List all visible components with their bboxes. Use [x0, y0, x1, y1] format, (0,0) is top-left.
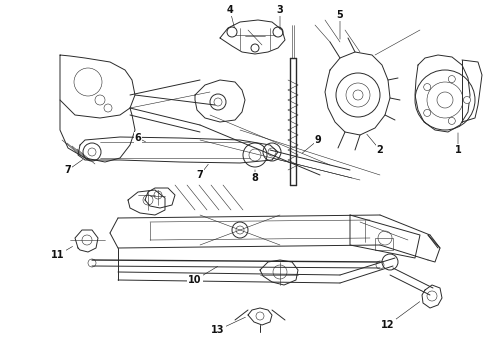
- Text: 10: 10: [188, 275, 202, 285]
- Text: 5: 5: [337, 10, 343, 20]
- Text: 3: 3: [277, 5, 283, 15]
- Text: 2: 2: [377, 145, 383, 155]
- Bar: [375, 238, 393, 250]
- Text: 7: 7: [65, 165, 72, 175]
- Circle shape: [448, 76, 455, 82]
- Text: 11: 11: [51, 250, 65, 260]
- Text: 6: 6: [135, 133, 142, 143]
- Text: 4: 4: [227, 5, 233, 15]
- Text: 9: 9: [315, 135, 321, 145]
- Circle shape: [424, 84, 431, 91]
- Circle shape: [424, 109, 431, 116]
- Text: 12: 12: [381, 320, 395, 330]
- Text: 1: 1: [455, 145, 462, 155]
- Circle shape: [464, 96, 470, 104]
- Text: 13: 13: [211, 325, 225, 335]
- Text: 8: 8: [251, 173, 258, 183]
- Circle shape: [448, 117, 455, 125]
- Text: 7: 7: [196, 170, 203, 180]
